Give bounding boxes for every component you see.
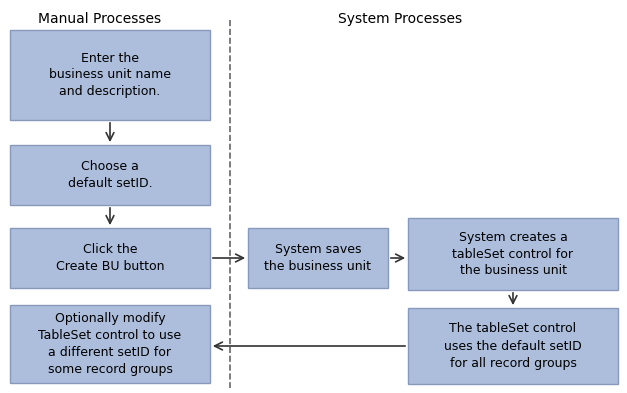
- FancyBboxPatch shape: [10, 305, 210, 383]
- Text: Optionally modify
TableSet control to use
a different setID for
some record grou: Optionally modify TableSet control to us…: [38, 312, 182, 376]
- Text: Manual Processes: Manual Processes: [38, 12, 162, 26]
- Text: Choose a
default setID.: Choose a default setID.: [68, 160, 152, 190]
- Text: Click the
Create BU button: Click the Create BU button: [56, 243, 164, 273]
- FancyBboxPatch shape: [248, 228, 388, 288]
- FancyBboxPatch shape: [408, 308, 618, 384]
- FancyBboxPatch shape: [10, 30, 210, 120]
- FancyBboxPatch shape: [10, 228, 210, 288]
- Text: System saves
the business unit: System saves the business unit: [265, 243, 372, 273]
- Text: The tableSet control
uses the default setID
for all record groups: The tableSet control uses the default se…: [444, 323, 582, 369]
- FancyBboxPatch shape: [408, 218, 618, 290]
- Text: System Processes: System Processes: [338, 12, 462, 26]
- FancyBboxPatch shape: [10, 145, 210, 205]
- Text: System creates a
tableSet control for
the business unit: System creates a tableSet control for th…: [453, 231, 574, 277]
- Text: Enter the
business unit name
and description.: Enter the business unit name and descrip…: [49, 51, 171, 99]
